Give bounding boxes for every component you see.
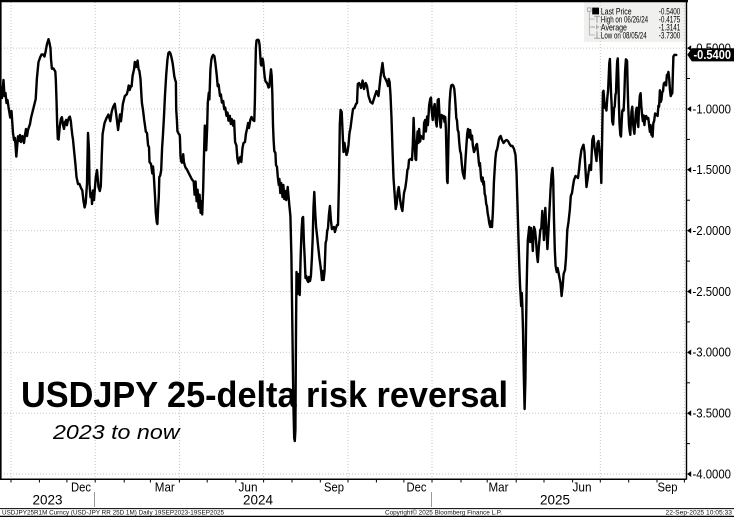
svg-text:2023: 2023 xyxy=(33,493,63,508)
svg-text:Low on 08/05/24: Low on 08/05/24 xyxy=(601,30,647,40)
svg-text:-1.5000: -1.5000 xyxy=(693,163,732,177)
svg-text:Jun: Jun xyxy=(239,481,258,495)
svg-text:Sep: Sep xyxy=(324,481,344,495)
svg-text:USDJPY25R1M Curncy (USD-JPY RR: USDJPY25R1M Curncy (USD-JPY RR 25D 1M) D… xyxy=(2,510,224,517)
svg-text:Dec: Dec xyxy=(71,481,91,495)
svg-text:-3.7300: -3.7300 xyxy=(659,30,681,40)
svg-text:-1.0000: -1.0000 xyxy=(693,102,732,116)
svg-text:-0.5400: -0.5400 xyxy=(694,48,732,62)
svg-text:Dec: Dec xyxy=(407,481,427,495)
svg-text:2025: 2025 xyxy=(540,493,570,508)
svg-text:Mar: Mar xyxy=(489,481,509,495)
svg-text:Copyright© 2025 Bloomberg Fina: Copyright© 2025 Bloomberg Finance L.P. xyxy=(385,509,502,517)
svg-text:-0.5400: -0.5400 xyxy=(659,6,681,16)
svg-text:-0.4175: -0.4175 xyxy=(659,14,681,24)
svg-text:-3.0000: -3.0000 xyxy=(693,346,732,360)
svg-text:-3.5000: -3.5000 xyxy=(693,407,732,421)
svg-text:Mar: Mar xyxy=(155,481,175,495)
svg-text:Sep: Sep xyxy=(658,481,678,495)
svg-text:-2.0000: -2.0000 xyxy=(693,224,732,238)
svg-text:2024: 2024 xyxy=(243,493,273,508)
svg-text:-1.3141: -1.3141 xyxy=(659,22,681,32)
svg-text:Last Price: Last Price xyxy=(601,6,632,16)
svg-text:22-Sep-2025 10:05:33: 22-Sep-2025 10:05:33 xyxy=(666,510,733,517)
svg-text:-2.5000: -2.5000 xyxy=(693,285,732,299)
svg-text:Jun: Jun xyxy=(573,481,592,495)
svg-text:USDJPY 25-delta risk reversal: USDJPY 25-delta risk reversal xyxy=(21,374,508,415)
svg-text:-4.0000: -4.0000 xyxy=(693,467,732,481)
svg-text:High on 06/26/24: High on 06/26/24 xyxy=(601,14,648,24)
svg-text:2023 to now: 2023 to now xyxy=(52,421,181,444)
svg-text:Average: Average xyxy=(601,22,627,32)
